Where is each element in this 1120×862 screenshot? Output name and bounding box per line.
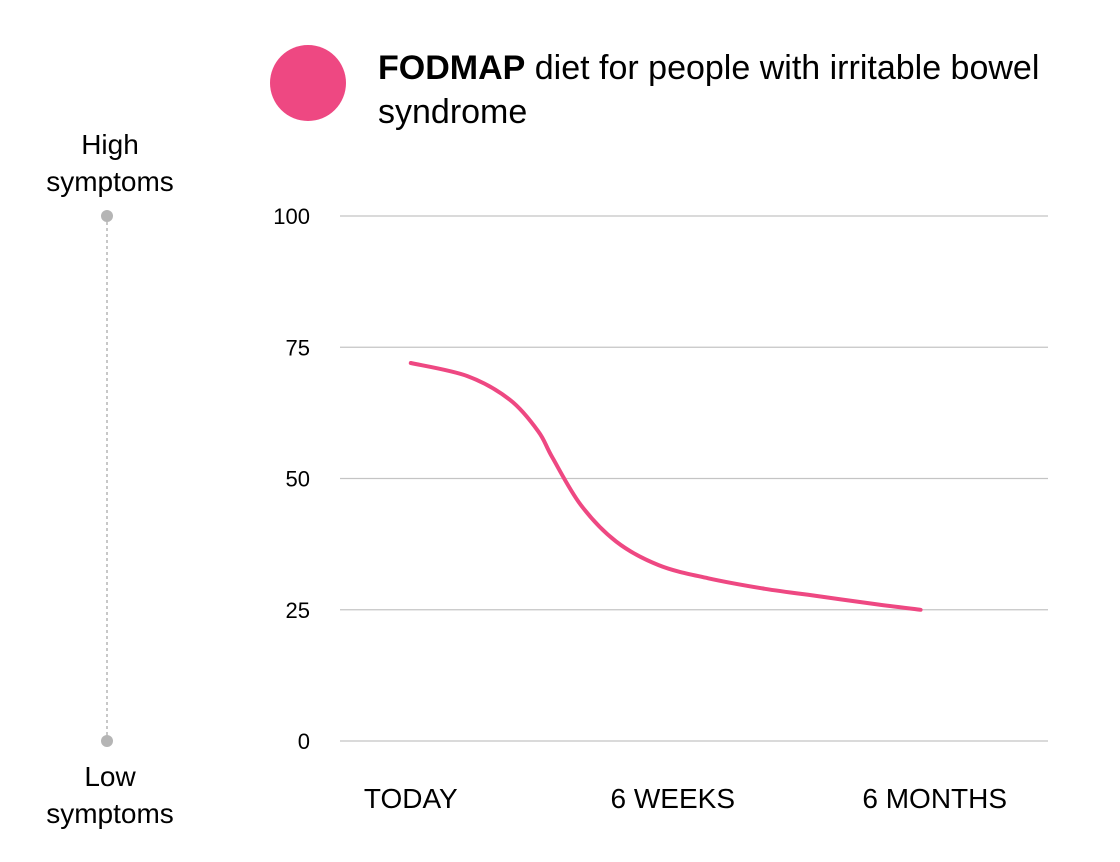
x-tick-label-6-months: 6 MONTHS — [862, 783, 1007, 814]
gridlines — [340, 215, 1048, 742]
y-tick-label-50: 50 — [286, 467, 310, 492]
low-symptoms-label: Low symptoms — [46, 761, 174, 829]
series — [408, 361, 923, 612]
symptom-scale — [101, 210, 113, 747]
y-tick-label-75: 75 — [286, 335, 310, 360]
symptom-scale-high-dot — [101, 210, 113, 222]
symptom-scale-low-dot — [101, 735, 113, 747]
y-tick-label-25: 25 — [286, 598, 310, 623]
series-line-0 — [408, 361, 923, 612]
high-symptoms-label: High symptoms — [46, 129, 174, 197]
x-tick-label-today: TODAY — [364, 783, 458, 814]
y-tick-label-0: 0 — [298, 729, 310, 754]
x-axis-ticks: TODAY 6 WEEKS 6 MONTHS — [364, 783, 1007, 814]
y-tick-label-100: 100 — [273, 204, 310, 229]
y-axis-ticks: 0 25 50 75 100 — [273, 204, 310, 754]
x-tick-label-6-weeks: 6 WEEKS — [611, 783, 735, 814]
chart-title: FODMAP diet for people with irritable bo… — [378, 46, 1078, 134]
title-rest-part: diet for people with irritable bowel syn… — [378, 49, 1040, 131]
legend-color-swatch — [270, 45, 346, 121]
title-bold-part: FODMAP — [378, 49, 526, 87]
